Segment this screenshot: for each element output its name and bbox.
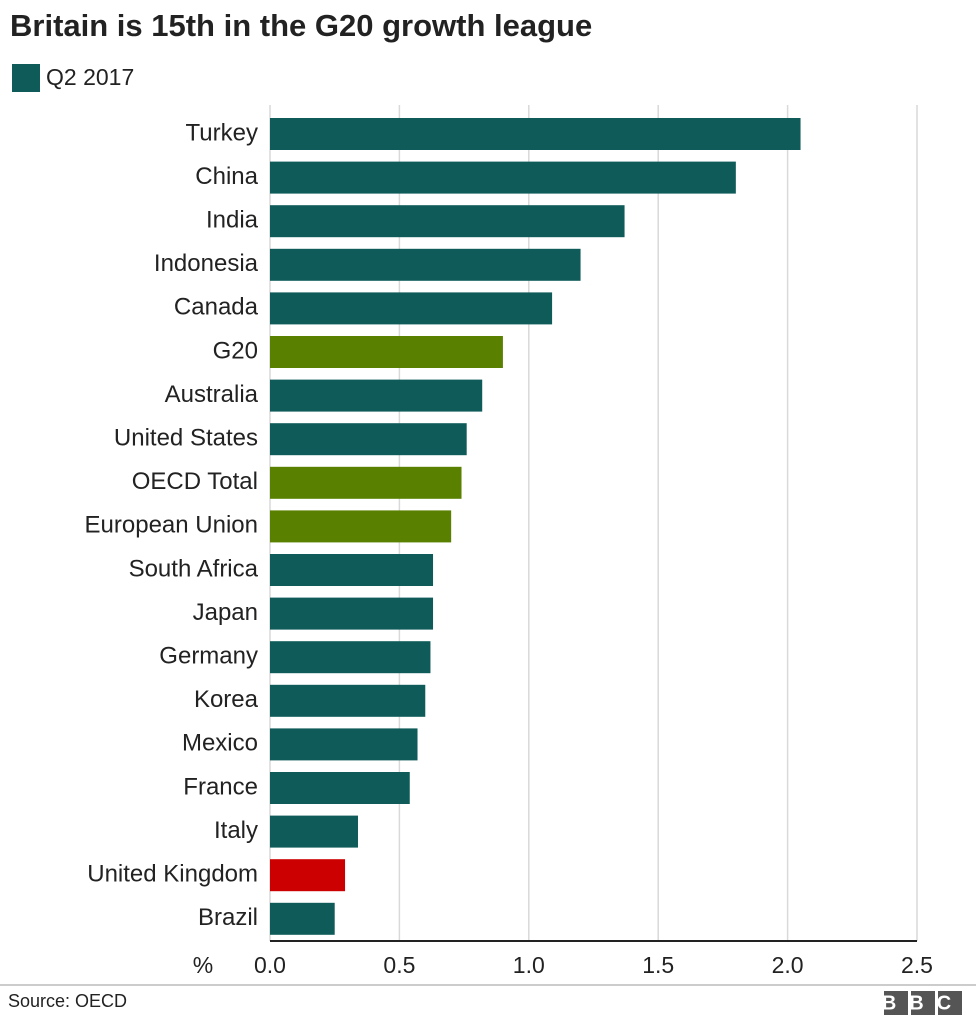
bar xyxy=(270,205,625,238)
y-tick-label: South Africa xyxy=(129,555,259,582)
y-tick-label: Canada xyxy=(174,294,259,321)
y-tick-label: European Union xyxy=(85,512,258,539)
y-tick-label: Australia xyxy=(165,381,259,408)
bar xyxy=(270,118,801,150)
x-tick-label: 1.0 xyxy=(513,952,545,978)
bar xyxy=(270,641,431,674)
logo: BBC xyxy=(882,991,964,1015)
y-tick-label: India xyxy=(206,207,259,234)
legend-swatch xyxy=(12,64,40,92)
x-tick-label: 0.0 xyxy=(254,952,286,978)
bar xyxy=(270,379,483,412)
logo-box xyxy=(938,991,962,1015)
chart-title: Britain is 15th in the G20 growth league xyxy=(10,8,592,43)
y-tick-label: Japan xyxy=(193,599,258,626)
bar xyxy=(270,554,434,586)
bar xyxy=(270,423,467,456)
bar xyxy=(270,466,462,499)
legend-label: Q2 2017 xyxy=(46,64,134,90)
bar xyxy=(270,728,418,761)
bar xyxy=(270,902,335,935)
y-tick-label: Turkey xyxy=(186,119,258,146)
logo-box xyxy=(884,991,908,1015)
bar xyxy=(270,859,346,892)
bar xyxy=(270,684,426,717)
y-tick-label: Germany xyxy=(159,643,258,670)
y-tick-label: United States xyxy=(114,425,258,452)
y-tick-label: Brazil xyxy=(198,904,258,931)
y-tick-label: Indonesia xyxy=(154,250,259,277)
x-tick-label: 2.5 xyxy=(901,952,933,978)
bar xyxy=(270,161,736,194)
x-tick-label: 0.5 xyxy=(383,952,415,978)
y-tick-label: Mexico xyxy=(182,730,258,757)
bar xyxy=(270,510,452,543)
bar xyxy=(270,597,434,630)
y-tick-label: Korea xyxy=(194,686,259,713)
y-tick-label: United Kingdom xyxy=(87,861,258,888)
logo-box xyxy=(911,991,935,1015)
bar xyxy=(270,292,553,325)
bar xyxy=(270,772,410,804)
x-tick-label: 2.0 xyxy=(772,952,804,978)
y-tick-label: OECD Total xyxy=(132,468,258,495)
logo-text: BBC xyxy=(882,992,964,1014)
bar xyxy=(270,248,581,281)
bar xyxy=(270,815,358,848)
source: Source: OECD xyxy=(8,991,127,1011)
y-tick-label: China xyxy=(195,163,258,190)
y-tick-label: G20 xyxy=(213,337,258,364)
x-axis-label: % xyxy=(193,952,213,978)
y-tick-label: France xyxy=(183,773,258,800)
x-tick-label: 1.5 xyxy=(642,952,674,978)
y-tick-label: Italy xyxy=(214,817,258,844)
bar xyxy=(270,336,503,368)
